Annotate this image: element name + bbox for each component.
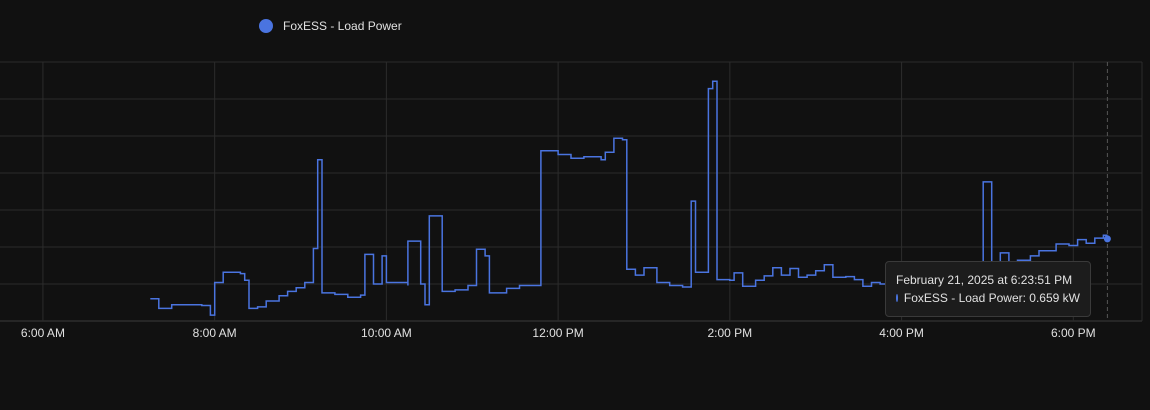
legend-label: FoxESS - Load Power — [283, 19, 402, 33]
tooltip-value: 0.659 kW — [1029, 291, 1080, 305]
x-tick-label: 12:00 PM — [532, 326, 583, 340]
legend-swatch-icon — [259, 19, 273, 33]
x-tick-label: 2:00 PM — [707, 326, 752, 340]
legend-item[interactable]: FoxESS - Load Power — [259, 19, 402, 33]
hover-layer — [1103, 62, 1111, 321]
x-tick-label: 10:00 AM — [361, 326, 412, 340]
hover-point — [1103, 235, 1111, 243]
tooltip-dot-icon — [896, 294, 898, 302]
tooltip: February 21, 2025 at 6:23:51 PM FoxESS -… — [885, 261, 1091, 317]
tooltip-title: February 21, 2025 at 6:23:51 PM — [896, 273, 1073, 287]
x-tick-label: 4:00 PM — [879, 326, 924, 340]
x-tick-label: 6:00 AM — [21, 326, 65, 340]
x-tick-label: 6:00 PM — [1051, 326, 1096, 340]
x-tick-label: 8:00 AM — [193, 326, 237, 340]
grid — [0, 61, 1143, 322]
tooltip-row: FoxESS - Load Power: 0.659 kW — [896, 289, 1080, 307]
x-axis: 6:00 AM 8:00 AM 10:00 AM 12:00 PM 2:00 PM 4:0… — [21, 326, 1096, 340]
tooltip-series-name: FoxESS - Load Power — [903, 291, 1023, 305]
